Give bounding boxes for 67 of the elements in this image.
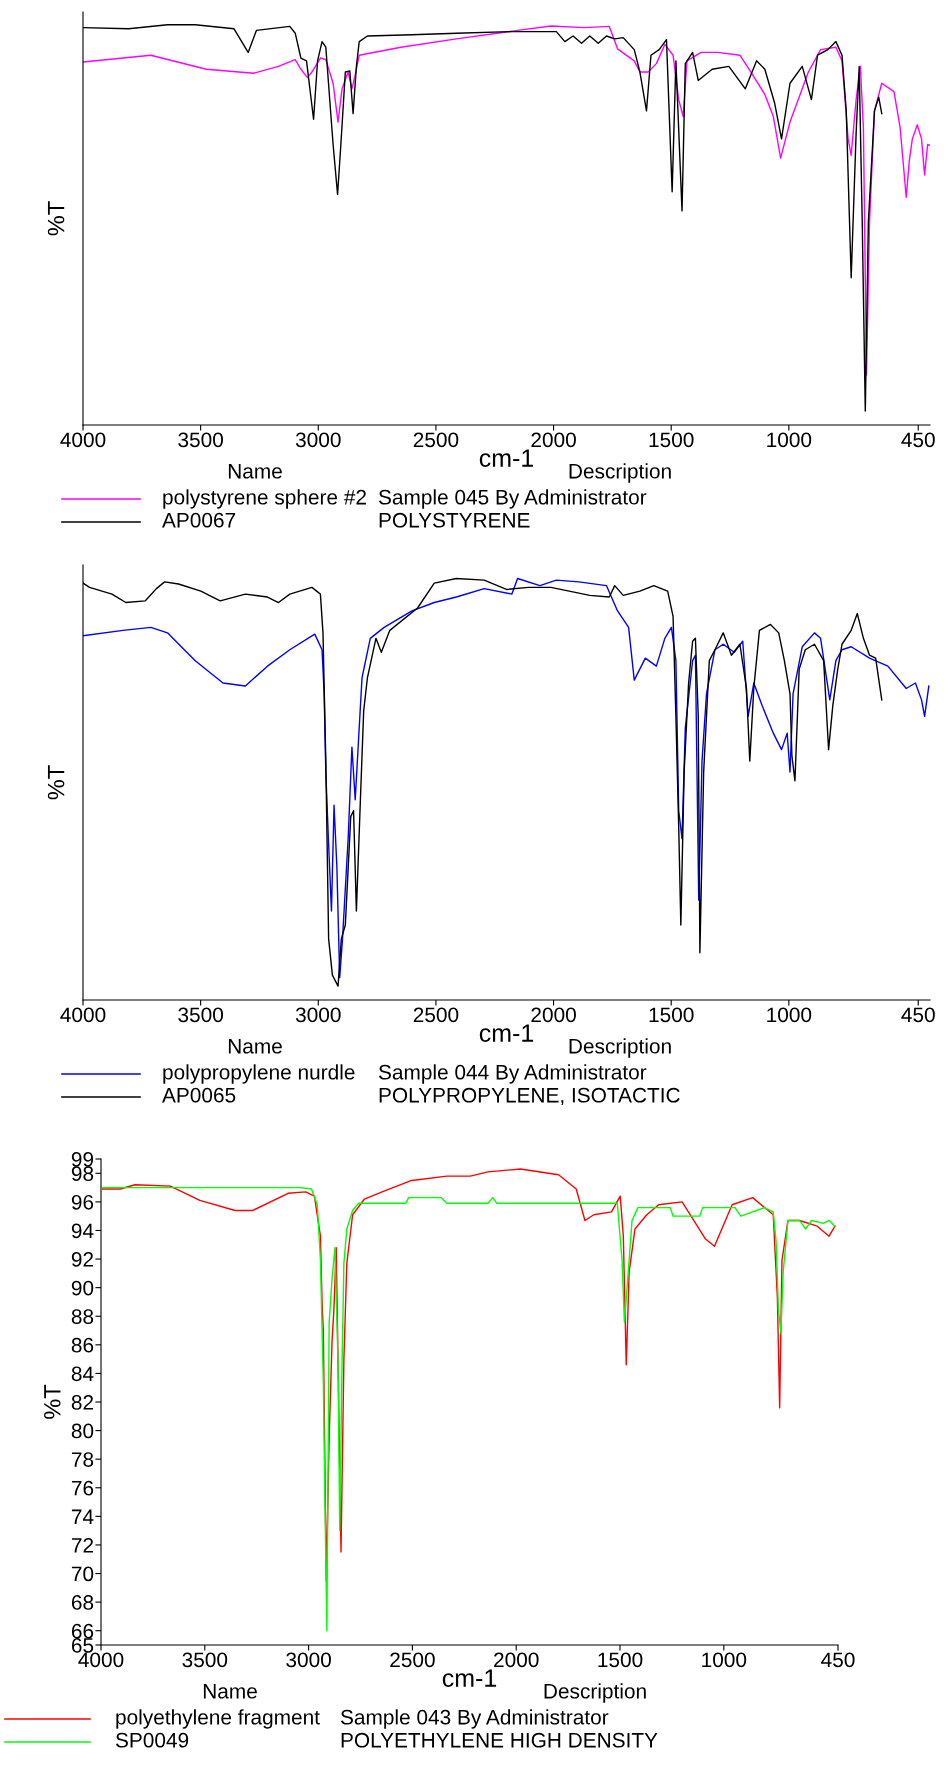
- y-tick-label: 88: [71, 1309, 94, 1324]
- x-tick-label: 2500: [413, 1007, 459, 1023]
- x-tick-label: 2000: [531, 432, 576, 448]
- y-tick-label: 72: [71, 1537, 94, 1553]
- x-tick-label: 4000: [60, 1007, 106, 1023]
- legend-label: AP0067: [162, 512, 236, 528]
- text: POLYETHYLENE HIGH DENSITY: [341, 1732, 658, 1748]
- y-tick-label: 84: [71, 1366, 94, 1382]
- x-tick-label: 3000: [286, 1652, 331, 1668]
- x-tick-label: 450: [901, 432, 935, 448]
- x-tick-label: 3000: [295, 1007, 341, 1023]
- x-tick-label: 1500: [649, 432, 694, 448]
- text: Sample 045 By Administrator: [378, 489, 647, 509]
- y-axis-title: %T: [47, 201, 65, 236]
- y-tick-label: 92: [71, 1252, 94, 1267]
- x-tick-label: 4000: [60, 432, 106, 448]
- x-tick-label: 2000: [494, 1652, 539, 1668]
- y-tick-label: 65: [71, 1638, 94, 1653]
- text: Sample 044 By Administrator: [378, 1064, 647, 1084]
- y-tick-label: 74: [71, 1509, 94, 1524]
- y-tick-label: 76: [71, 1480, 94, 1496]
- legend-label: SP0049: [115, 1732, 189, 1748]
- x-tick-label: 1000: [767, 1007, 812, 1023]
- text: Name: [203, 1684, 257, 1699]
- legend-label: polypropylene nurdle: [163, 1064, 355, 1084]
- x-tick-label: 1500: [649, 1007, 694, 1023]
- y-tick-label: 99: [71, 1152, 94, 1167]
- y-axis-title: %T: [47, 765, 65, 800]
- x-tick-label: 3000: [295, 432, 341, 448]
- x-axis-title: cm-1: [479, 449, 534, 467]
- y-tick-label: 80: [71, 1423, 94, 1439]
- x-axis-title: cm-1: [442, 1669, 497, 1687]
- text: Sample 043 By Administrator: [340, 1709, 609, 1729]
- y-tick-label: 98: [71, 1166, 94, 1182]
- x-tick-label: 3500: [178, 1007, 223, 1023]
- y-tick-label: 96: [71, 1194, 94, 1210]
- y-tick-label: 66: [71, 1623, 94, 1639]
- text: POLYPROPYLENE, ISOTACTIC: [379, 1087, 680, 1106]
- text: Description: [544, 1683, 646, 1703]
- text: Description: [569, 463, 671, 483]
- x-tick-label: 450: [821, 1652, 855, 1668]
- legend-label: AP0065: [162, 1087, 236, 1103]
- y-tick-label: 90: [71, 1280, 94, 1296]
- text: Name: [228, 464, 282, 479]
- text: POLYSTYRENE: [379, 512, 530, 528]
- y-tick-label: 70: [71, 1566, 94, 1582]
- x-tick-label: 3500: [182, 1652, 228, 1668]
- text: Description: [569, 1038, 671, 1058]
- x-tick-label: 450: [901, 1007, 935, 1023]
- x-tick-label: 1000: [702, 1652, 747, 1668]
- x-tick-label: 2500: [413, 432, 459, 448]
- legend-label: polystyrene sphere #2: [163, 489, 366, 509]
- y-tick-label: 68: [71, 1595, 94, 1610]
- y-axis-title: %T: [44, 1384, 61, 1419]
- y-tick-label: 94: [71, 1223, 94, 1239]
- y-tick-label: 86: [71, 1337, 94, 1353]
- x-tick-label: 2000: [531, 1007, 576, 1023]
- x-axis-title: cm-1: [479, 1024, 534, 1042]
- x-tick-label: 1500: [598, 1652, 643, 1668]
- y-tick-label: 78: [71, 1452, 94, 1467]
- y-tick-label: 82: [71, 1395, 94, 1410]
- x-tick-label: 1000: [767, 432, 812, 448]
- x-tick-label: 4000: [78, 1652, 124, 1668]
- x-tick-label: 3500: [178, 432, 223, 448]
- text: Name: [228, 1039, 282, 1054]
- legend-label: polyethylene fragment: [116, 1709, 320, 1729]
- x-tick-label: 2500: [390, 1652, 435, 1668]
